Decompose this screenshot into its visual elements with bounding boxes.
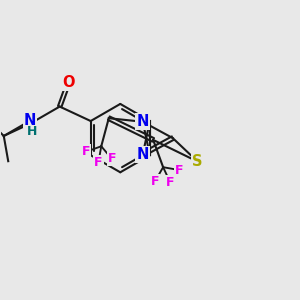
Text: H: H bbox=[27, 125, 37, 139]
Text: F: F bbox=[166, 176, 174, 188]
Text: N: N bbox=[136, 114, 149, 129]
Text: F: F bbox=[107, 152, 116, 165]
Text: F: F bbox=[94, 156, 103, 169]
Text: F: F bbox=[151, 175, 159, 188]
Text: O: O bbox=[62, 75, 75, 90]
Text: N: N bbox=[24, 112, 36, 128]
Text: N: N bbox=[136, 147, 149, 162]
Text: F: F bbox=[175, 164, 184, 176]
Text: F: F bbox=[82, 145, 90, 158]
Text: S: S bbox=[192, 154, 203, 169]
